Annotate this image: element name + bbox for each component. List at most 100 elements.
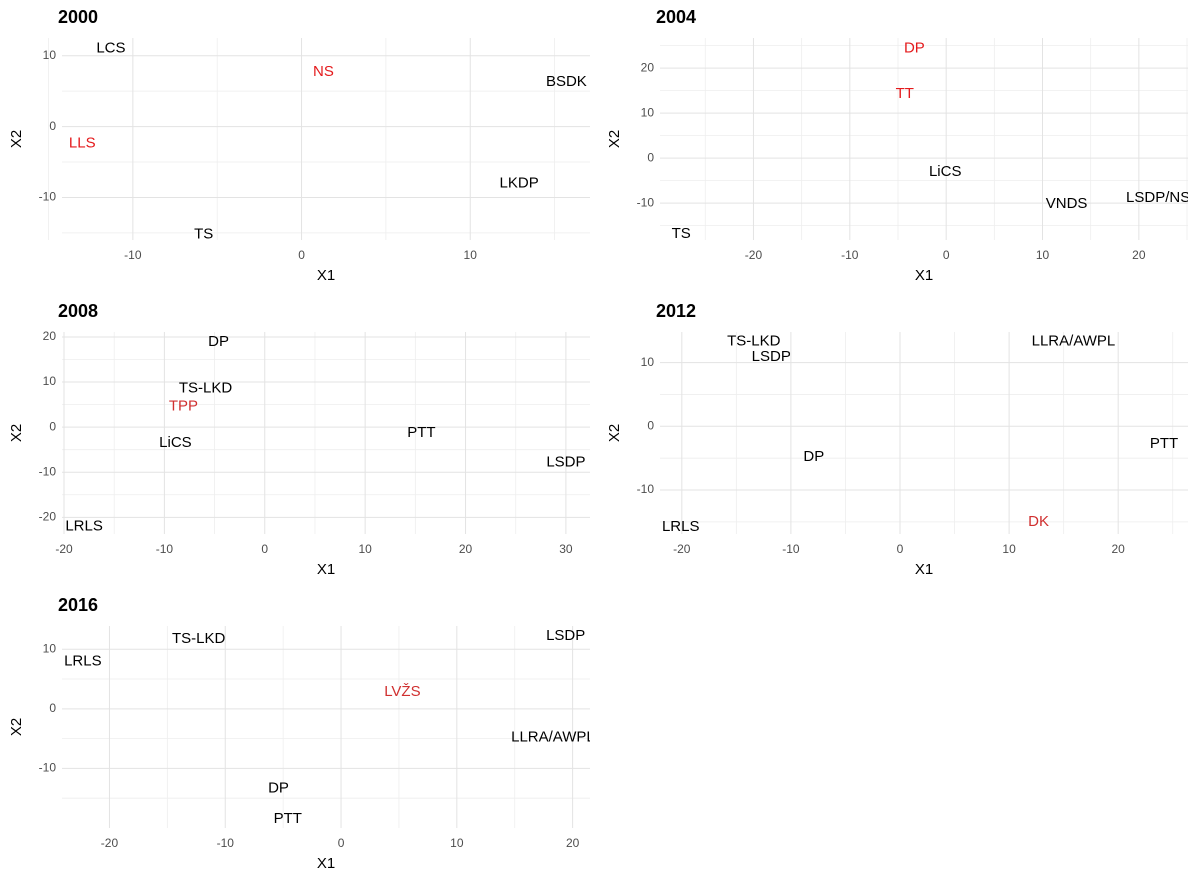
x-tick-label: -20: [101, 836, 119, 850]
y-axis-label: X2: [8, 424, 25, 442]
x-tick-label: 10: [450, 836, 464, 850]
panel: 2008 X1 X2 -20 -10 0 10 20 30 -20 -10 0 10 20 DP TS-LKD…: [8, 301, 590, 578]
x-tick-label: -20: [55, 542, 73, 556]
x-tick-label: -10: [156, 542, 174, 556]
points: LCS NS BSDK LLS LKDP TS: [69, 40, 587, 243]
x-tick-label: -10: [217, 836, 235, 850]
point-label: BSDK: [546, 73, 587, 90]
y-tick-label: 10: [641, 355, 655, 369]
point-label: LSDP/NS: [1126, 189, 1190, 206]
point-label: LRLS: [65, 517, 103, 534]
points: DP TT LiCS VNDS LSDP/NS TS: [672, 39, 1190, 242]
point-label: LVŽS: [384, 683, 420, 700]
y-tick-label: 20: [43, 329, 57, 343]
panel: 2000 X1 X2 -10 0 10 -10 0 10 LCS NS BSDK LLS LKDP TS: [8, 7, 590, 284]
y-tick-label: -10: [39, 761, 57, 775]
y-tick-label: 10: [43, 641, 57, 655]
point-label: LSDP: [752, 348, 791, 365]
x-tick-label: 0: [298, 248, 305, 262]
y-axis-label: X2: [8, 130, 25, 148]
x-tick-label: -20: [673, 542, 691, 556]
y-tick-label: -10: [39, 464, 57, 478]
x-axis-label: X1: [915, 267, 933, 284]
point-label: TS: [672, 225, 691, 242]
point-label: LiCS: [929, 163, 962, 180]
panel: 2016 X1 X2 -20 -10 0 10 20 -10 0 10 TS-LKD LSDP LRLS L…: [8, 595, 595, 872]
x-tick-label: 0: [943, 248, 950, 262]
x-tick-label: 10: [464, 248, 478, 262]
point-label: DP: [208, 333, 229, 350]
point-label: LCS: [96, 40, 125, 57]
point-label: PTT: [274, 810, 302, 827]
panel-title: 2000: [58, 7, 98, 27]
point-label: TS-LKD: [179, 379, 233, 396]
point-label: PTT: [407, 424, 435, 441]
y-tick-label: 0: [49, 419, 56, 433]
y-tick-label: 10: [641, 105, 655, 119]
x-tick-label: 20: [459, 542, 473, 556]
point-label: LSDP: [546, 627, 585, 644]
x-axis-label: X1: [317, 561, 335, 578]
y-axis-label: X2: [606, 424, 623, 442]
x-tick-label: 0: [897, 542, 904, 556]
point-label: DP: [904, 39, 925, 56]
x-tick-label: -10: [124, 248, 142, 262]
x-axis-label: X1: [317, 267, 335, 284]
point-label: LLRA/AWPL: [511, 728, 595, 745]
panel-title: 2012: [656, 301, 696, 321]
x-tick-label: 10: [358, 542, 372, 556]
y-tick-label: 0: [647, 418, 654, 432]
point-label: LRLS: [64, 653, 102, 670]
y-tick-label: 10: [43, 48, 57, 62]
x-tick-label: 10: [1002, 542, 1016, 556]
point-label: LiCS: [159, 434, 192, 451]
x-tick-label: 20: [566, 836, 580, 850]
y-tick-label: 0: [49, 701, 56, 715]
panel-title: 2004: [656, 7, 696, 27]
point-label: DP: [803, 448, 824, 465]
point-label: LRLS: [662, 518, 700, 535]
point-label: PTT: [1150, 435, 1178, 452]
point-label: NS: [313, 63, 334, 80]
x-tick-label: -10: [841, 248, 859, 262]
point-label: TS: [194, 225, 213, 242]
point-label: LLRA/AWPL: [1032, 333, 1116, 350]
points: TS-LKD LSDP LRLS LVŽS LLRA/AWPL DP PTT: [64, 627, 595, 827]
y-tick-label: -20: [39, 509, 57, 523]
x-tick-label: -10: [782, 542, 800, 556]
x-axis-label: X1: [915, 561, 933, 578]
y-tick-label: -10: [637, 195, 655, 209]
point-label: LSDP: [546, 454, 585, 471]
point-label: VNDS: [1046, 195, 1088, 212]
point-label: TS-LKD: [172, 630, 226, 647]
y-axis-label: X2: [606, 130, 623, 148]
panel-title: 2016: [58, 595, 98, 615]
x-axis-label: X1: [317, 855, 335, 872]
y-axis-label: X2: [8, 718, 25, 736]
point-label: DP: [268, 780, 289, 797]
point-label: LKDP: [500, 174, 539, 191]
point-label: DK: [1028, 513, 1049, 530]
x-tick-label: 20: [1132, 248, 1146, 262]
y-tick-label: 0: [647, 150, 654, 164]
x-tick-label: 0: [338, 836, 345, 850]
y-tick-label: -10: [637, 482, 655, 496]
y-tick-label: 0: [49, 119, 56, 133]
point-label: TPP: [169, 397, 198, 414]
y-tick-label: 20: [641, 60, 655, 74]
point-label: TT: [896, 85, 914, 102]
x-tick-label: -20: [745, 248, 763, 262]
x-tick-label: 20: [1112, 542, 1126, 556]
point-label: TS-LKD: [727, 333, 781, 350]
x-tick-label: 10: [1036, 248, 1050, 262]
panel-title: 2008: [58, 301, 98, 321]
x-tick-label: 30: [559, 542, 573, 556]
y-tick-label: 10: [43, 374, 57, 388]
panel: 2004 X1 X2 -20 -10 0 10 20 -10 0 10 20 DP TT LiCS VNDS L…: [606, 7, 1190, 284]
y-tick-label: -10: [39, 190, 57, 204]
x-tick-label: 0: [261, 542, 268, 556]
